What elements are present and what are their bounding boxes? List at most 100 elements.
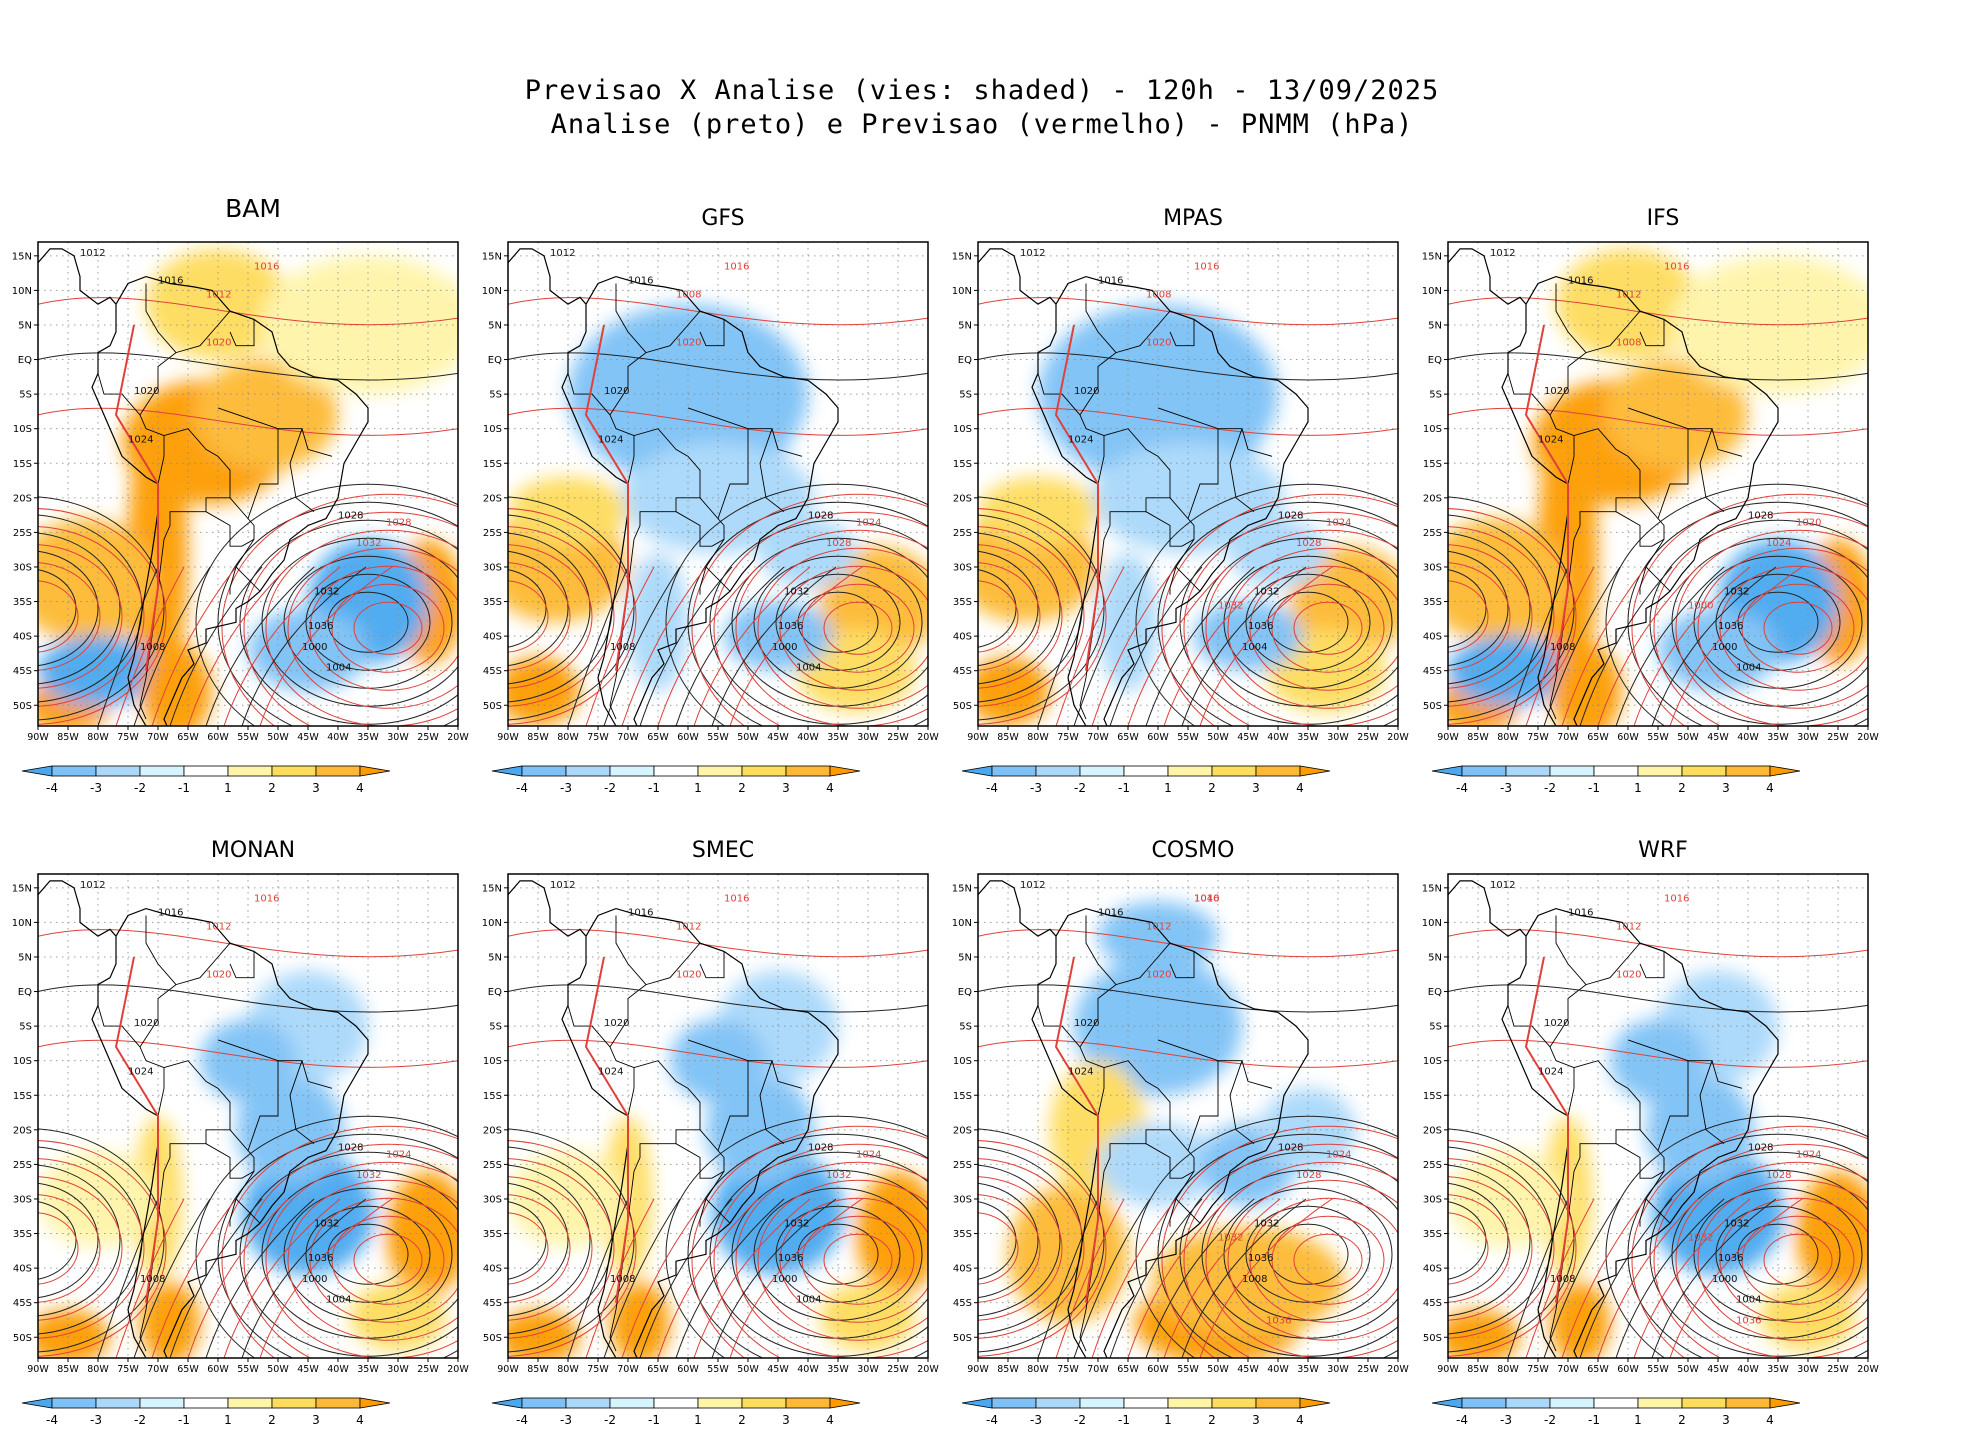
forecast-isobar-label: 1012 [206,921,231,932]
lat-tick-label: 50S [1423,701,1442,712]
analysis-isobar-label: 1004 [326,663,351,674]
forecast-isobar-label: 1012 [206,289,231,300]
lat-tick-label: 15N [952,251,972,262]
lon-tick-label: 40W [797,1364,819,1375]
colorbar-label: 4 [1766,781,1774,795]
analysis-isobar-label: 1036 [778,1253,803,1264]
forecast-isobar-label: 1012 [1616,921,1641,932]
lat-tick-label: 10S [1423,424,1442,435]
lat-tick-label: 15S [953,1091,972,1102]
analysis-isobar-label: 1012 [1020,248,1045,259]
lat-tick-label: 50S [13,1333,32,1344]
lon-tick-label: 60W [1617,732,1639,743]
lon-tick-label: 40W [797,732,819,743]
lon-tick-label: 35W [827,1364,849,1375]
forecast-isobar-label: 1020 [1796,517,1821,528]
lon-tick-label: 20W [447,732,469,743]
lon-tick-label: 60W [677,1364,699,1375]
colorbar-label: -1 [1588,1413,1600,1427]
lat-tick-label: 50S [483,701,502,712]
forecast-isobar-label: 1024 [1796,1149,1821,1160]
forecast-isobar-label: 1016 [1194,894,1219,905]
lon-tick-label: 45W [1707,732,1729,743]
lon-tick-label: 65W [1117,1364,1139,1375]
map-plot: 1012 1016 1020 1024 1028 1032 1036 1000 1004 1008… [1422,873,1879,1375]
panel-mpas: MPAS 1012 1016 1020 1024 1028 1032 1036 1004 1016… [940,200,1410,820]
analysis-isobar-label: 1012 [550,248,575,259]
title-line-1: Previsao X Analise (vies: shaded) - 120h… [524,75,1440,106]
forecast-isobar-label: 1020 [206,970,231,981]
forecast-isobar-label: 1020 [676,970,701,981]
analysis-isobar-label: 1016 [158,907,183,918]
analysis-isobar-label: 1036 [1248,621,1273,632]
panel-bam: BAM 1012 1016 1020 1024 1028 1032 1036 1000 1004 1… [0,194,470,820]
forecast-isobar-label: 1024 [856,517,881,528]
lon-tick-label: 30W [387,732,409,743]
analysis-isobar-label: 1032 [1724,1219,1749,1230]
lat-tick-label: 15S [483,459,502,470]
analysis-isobar-label: 1012 [1490,880,1515,891]
analysis-isobar-label: 1004 [1242,642,1267,653]
lat-tick-label: 25S [483,1160,502,1171]
forecast-isobar-label: 1024 [1326,517,1351,528]
coastline [561,275,839,726]
colorbar-label: 4 [1766,1413,1774,1427]
lat-tick-label: 30S [483,562,502,573]
coastline [91,275,369,726]
colorbar-label: -3 [90,1413,102,1427]
lon-tick-label: 45W [297,732,319,743]
panel-monan: MONAN 1012 1016 1020 1024 1028 1032 1036 1000 100… [0,832,470,1452]
lat-tick-label: 10N [12,918,32,929]
colorbar-label: 3 [782,781,790,795]
lon-tick-label: 90W [27,732,49,743]
colorbar-label: 4 [356,1413,364,1427]
forecast-isobar-label: 1032 [826,1170,851,1181]
lon-tick-label: 65W [1587,1364,1609,1375]
lat-tick-label: 15S [953,459,972,470]
colorbar-label: -3 [1030,1413,1042,1427]
analysis-isobar-label: 1008 [610,1274,635,1285]
lat-tick-label: 25S [1423,1160,1442,1171]
lon-tick-label: 70W [1087,732,1109,743]
colorbar-label: 1 [224,781,232,795]
coastline [1031,275,1309,726]
analysis-isobar-label: 1004 [1736,663,1761,674]
colorbar-label: -3 [560,1413,572,1427]
lon-tick-label: 45W [1237,732,1259,743]
lat-tick-label: 15N [482,251,502,262]
lon-tick-label: 85W [527,732,549,743]
lat-tick-label: 50S [483,1333,502,1344]
colorbar-label: 1 [1634,781,1642,795]
lon-tick-label: 65W [1587,732,1609,743]
title-line-2: Analise (preto) e Previsao (vermelho) - … [550,109,1414,140]
colorbar-label: 1 [694,781,702,795]
analysis-isobar-label: 1020 [1074,386,1099,397]
lat-tick-label: 40S [1423,632,1442,643]
colorbar-label: -1 [178,781,190,795]
lon-tick-label: 60W [1147,732,1169,743]
lat-tick-label: 10N [482,286,502,297]
analysis-isobar-label: 1020 [134,1018,159,1029]
colorbar-label: -2 [1074,781,1086,795]
colorbar-label: 2 [268,1413,276,1427]
lat-tick-label: 5S [19,390,32,401]
forecast-isobar-label: 1036 [1736,1315,1761,1326]
colorbar-label: 4 [826,1413,834,1427]
forecast-isobar-label: 1024 [1326,1149,1351,1160]
map-plot: 1012 1016 1020 1024 1028 1032 1036 1000 1004 1008… [482,873,939,1375]
analysis-isobar-label: 1028 [1748,511,1773,522]
lon-tick-label: 35W [827,732,849,743]
panel-title: GFS [701,206,745,231]
analysis-isobar-label: 1036 [778,621,803,632]
colorbar: -4 -3 -2 -1 1 2 3 4 [491,1397,861,1427]
colorbar-label: 3 [1722,781,1730,795]
lat-tick-label: 45S [13,1298,32,1309]
lon-tick-label: 45W [1707,1364,1729,1375]
lat-tick-label: 25S [953,1160,972,1171]
analysis-isobar-label: 1020 [1544,386,1569,397]
lat-tick-label: 45S [1423,666,1442,677]
forecast-isobar-label: 1028 [1296,538,1321,549]
analysis-isobar-label: 1004 [796,663,821,674]
colorbar-label: -3 [1500,781,1512,795]
colorbar-label: -1 [1118,781,1130,795]
